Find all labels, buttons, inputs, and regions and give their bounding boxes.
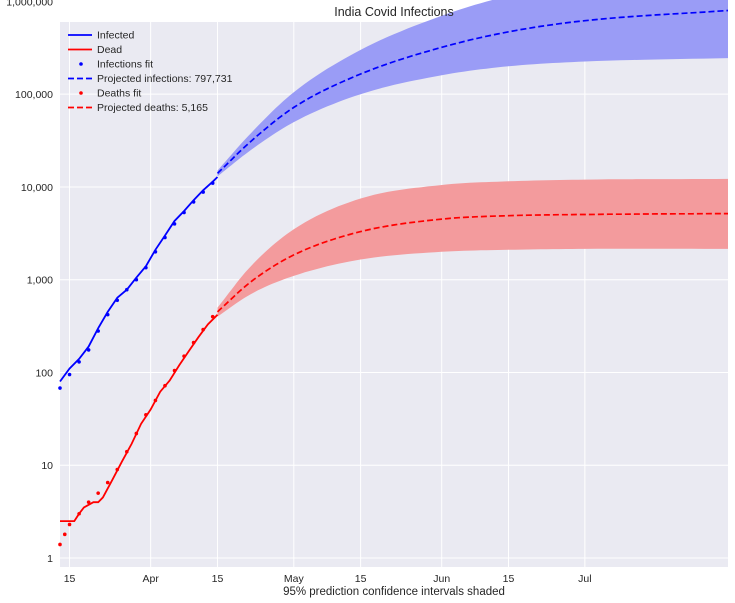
x-tick-label: 15 [212,573,224,585]
y-tick-label: 1,000 [27,275,53,287]
plot-area [60,22,728,567]
x-tick-label: 15 [503,573,515,585]
fit-point [77,360,81,364]
legend-label: Dead [97,44,122,56]
fit-point [153,249,158,254]
x-tick-label: Jun [433,573,450,585]
fit-point [115,298,120,303]
series-lines [58,9,729,547]
fit-point [163,235,167,240]
y-tick-label: 100 [35,367,53,379]
y-tick-label: 10 [41,460,53,472]
fit-point [77,511,81,516]
legend: Infected Dead Infections fit Projected infe… [68,30,233,114]
y-tick-label: 10,000 [21,182,53,194]
legend-label: Deaths fit [97,88,141,100]
fit-point [96,491,100,495]
fit-point [96,329,100,333]
fit-point [67,522,72,527]
legend-marker [79,91,83,95]
fit-point [58,542,62,547]
fit-point [210,314,215,319]
legend-label: Projected deaths: 5,165 [97,102,208,114]
y-tick-label: 1,000,000 [6,0,53,8]
fit-point [58,386,62,390]
fit-point [210,181,215,185]
fit-point [134,431,139,436]
legend-marker [79,62,83,66]
y-tick-label: 100,000 [15,89,53,101]
fit-point [67,372,72,377]
confidence-bands [217,0,728,317]
fit-point [201,327,205,332]
series-line [59,176,219,383]
fit-point [125,449,129,454]
fit-point [144,265,148,270]
fit-point [153,398,158,403]
fit-point [182,210,186,215]
grid-lines [60,0,728,567]
fit-point [125,287,129,292]
fit-point [86,348,91,352]
chart-title: India Covid Infections [334,5,454,19]
fit-point [115,467,120,472]
confidence-band [217,0,728,177]
fit-point [172,368,177,373]
legend-label: Infected [97,30,135,42]
fit-point [86,500,91,504]
confidence-band [217,178,728,317]
series-line [60,314,219,522]
projection-line [216,212,728,313]
fit-point [62,532,67,537]
fit-point [191,200,196,204]
legend-label: Projected infections: 797,731 [97,73,233,85]
x-axis-label: 95% prediction confidence intervals shad… [283,586,505,598]
projection-line [216,9,729,175]
fit-point [182,354,186,358]
x-tick-label: 15 [64,573,76,585]
fit-point [191,340,196,345]
fit-point [105,480,110,485]
fit-point [163,383,167,388]
fit-point [144,412,148,417]
legend-label: Infections fit [97,59,153,71]
axis-ticks: 1 10 100 1,000 10,000 100,000 1,000,000 15 Apr 15… [6,0,591,585]
x-tick-label: Apr [142,573,159,585]
y-tick-label: 1 [47,553,53,565]
fit-point [201,190,205,194]
fit-point [134,277,139,282]
fit-point [105,312,110,317]
fit-point [172,222,177,226]
x-tick-label: Jul [578,573,591,585]
x-tick-label: May [284,573,305,585]
x-tick-label: 15 [355,573,367,585]
